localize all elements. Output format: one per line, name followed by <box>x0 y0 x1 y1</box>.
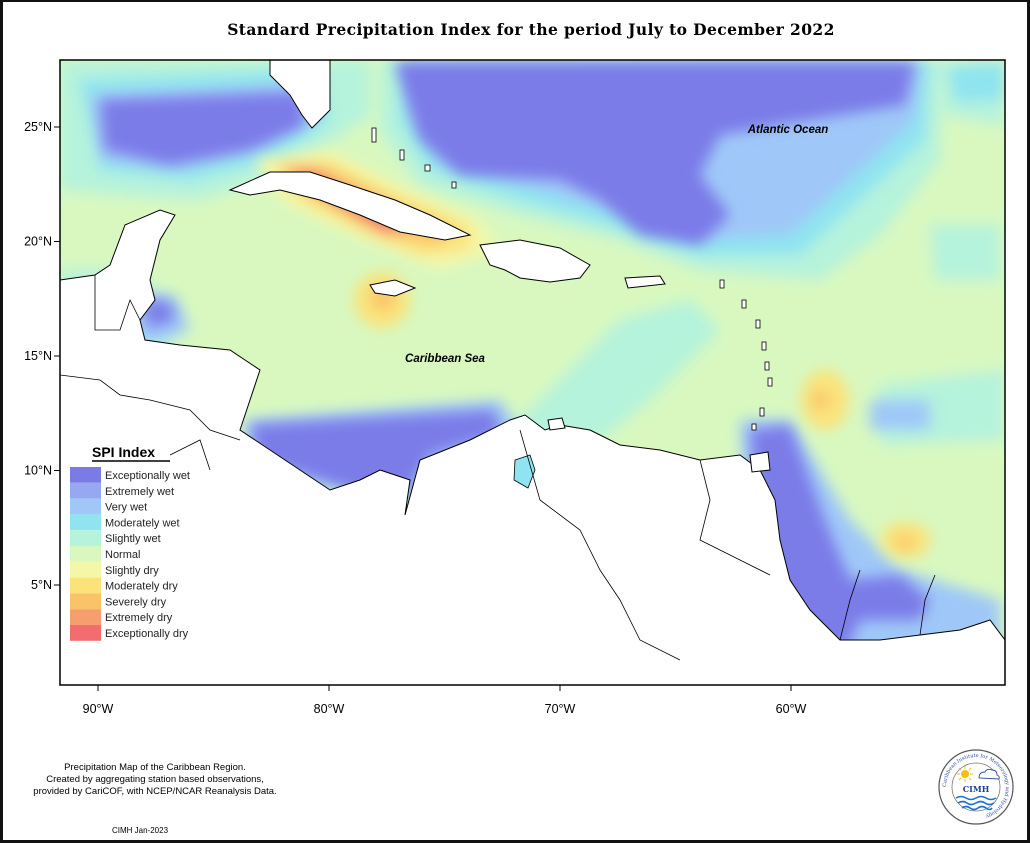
land-curacao <box>547 417 566 431</box>
logo-abbr: CIMH <box>963 784 990 794</box>
legend-label: Exceptionally dry <box>105 628 189 640</box>
land-cuba <box>228 171 472 241</box>
legend-swatch <box>70 498 101 515</box>
legend-swatch <box>70 577 101 594</box>
legend-swatch <box>70 482 101 499</box>
y-tick-label: 25°N <box>24 120 52 134</box>
x-tick-label: 80°W <box>314 702 345 716</box>
spi-exceptionally-wet-gulf <box>100 92 305 165</box>
footer-line-3: provided by CariCOF, with NCEP/NCAR Rean… <box>33 786 277 797</box>
legend-title: SPI Index <box>92 444 155 460</box>
cloud-icon <box>978 768 1000 780</box>
spi-exceptionally-wet-atlantic <box>395 62 915 245</box>
legend-label: Extremely dry <box>105 612 173 624</box>
map-footer: Precipitation Map of the Caribbean Regio… <box>10 762 300 798</box>
legend-swatch <box>70 530 101 546</box>
land-florida <box>269 60 331 129</box>
legend-swatch <box>70 561 101 578</box>
waves-icon <box>955 795 997 811</box>
land-central-south-america <box>60 209 1005 685</box>
map-credit: CIMH Jan-2023 <box>112 826 169 835</box>
land-jamaica <box>369 279 417 297</box>
legend-swatch <box>70 625 101 641</box>
footer-line-2: Created by aggregating station based obs… <box>46 774 264 785</box>
map-border <box>59 59 1006 686</box>
legend-swatch <box>70 546 101 562</box>
spi-very-wet-east-blob <box>870 400 930 430</box>
map-title: Standard Precipitation Index for the per… <box>227 20 835 39</box>
small-islands <box>371 127 773 431</box>
legend-label: Exceptionally wet <box>105 470 190 482</box>
legend-label: Normal <box>105 549 140 561</box>
legend-label: Slightly wet <box>105 533 161 545</box>
y-tick-label: 20°N <box>24 235 52 249</box>
y-tick-label: 10°N <box>24 464 52 478</box>
legend-swatch <box>70 467 101 483</box>
footer-line-1: Precipitation Map of the Caribbean Regio… <box>64 762 246 773</box>
legend-label: Very wet <box>105 502 147 514</box>
y-tick-label: 5°N <box>31 578 52 592</box>
legend-label: Extremely wet <box>105 486 174 498</box>
legend-swatch <box>70 514 101 531</box>
spi-field <box>60 60 1005 685</box>
spi-moderately-wet-ne <box>948 62 1005 102</box>
sun-icon <box>957 766 973 782</box>
land-masses <box>60 60 1005 685</box>
legend-label: Moderately wet <box>105 517 180 529</box>
country-borders <box>60 275 936 661</box>
y-tick-label: 15°N <box>24 349 52 363</box>
land-trinidad <box>749 451 771 473</box>
legend: SPI Index Exceptionally wet Extremely wet… <box>70 444 190 641</box>
legend-label: Moderately dry <box>105 581 178 593</box>
cimh-logo: Caribbean Institute for Meteorology and … <box>938 749 1014 825</box>
legend-label: Slightly dry <box>105 565 159 577</box>
atlantic-ocean-label: Atlantic Ocean <box>747 124 829 136</box>
land-hispaniola <box>479 239 591 283</box>
x-tick-label: 60°W <box>776 702 807 716</box>
spi-severely-dry-guiana <box>897 535 913 551</box>
legend-swatch <box>70 593 101 610</box>
x-tick-label: 90°W <box>83 702 114 716</box>
axis-ticks: 25°N 20°N 15°N 10°N 5°N 90°W 80°W 70°W 60°W <box>24 120 806 716</box>
x-tick-label: 70°W <box>545 702 576 716</box>
caribbean-sea-label: Caribbean Sea <box>405 353 485 365</box>
spi-severely-dry-barbados <box>811 391 829 409</box>
legend-swatch <box>70 609 101 625</box>
spi-exceptionally-wet-sw <box>250 410 500 505</box>
land-puerto-rico <box>624 275 666 289</box>
legend-label: Severely dry <box>105 596 167 608</box>
spi-slightly-wet-e2 <box>930 225 1000 280</box>
